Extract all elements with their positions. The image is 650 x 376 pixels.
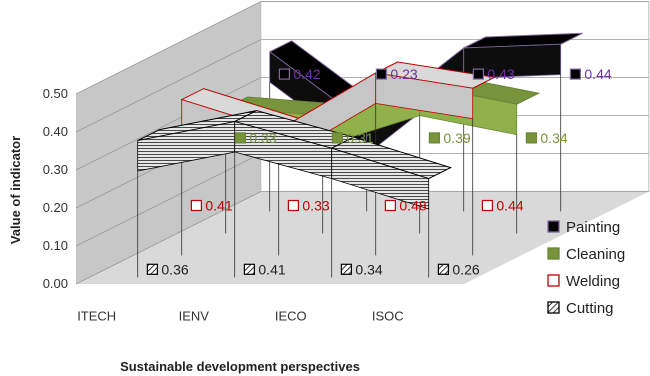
gridline xyxy=(75,1,649,95)
data-label: 0.43 xyxy=(487,66,514,82)
legend-label: Cutting xyxy=(566,300,614,317)
legend-swatch xyxy=(547,301,560,314)
data-label: 0.26 xyxy=(452,261,479,277)
value-marker xyxy=(472,68,484,80)
data-label: 0.42 xyxy=(293,66,320,82)
y-axis-title: Value of indicator xyxy=(8,136,23,244)
y-tick-label: 0.30 xyxy=(43,162,68,177)
y-tick-label: 0.50 xyxy=(43,86,68,101)
data-label: 0.34 xyxy=(355,261,382,277)
value-marker xyxy=(525,132,538,144)
x-tick-label: IECO xyxy=(275,309,307,324)
value-marker xyxy=(146,263,158,275)
data-label: 0.34 xyxy=(540,130,567,146)
value-marker xyxy=(243,263,255,275)
series-cutting xyxy=(137,110,453,278)
data-label: 0.31 xyxy=(346,130,373,146)
data-label: 0.33 xyxy=(249,130,276,146)
y-tick-label: 0.10 xyxy=(43,238,68,253)
y-tick-label: 0.40 xyxy=(43,124,68,139)
legend-item-cleaning: Cleaning xyxy=(547,246,625,263)
legend-item-painting: Painting xyxy=(547,219,620,236)
legend-swatch xyxy=(547,247,560,260)
data-label: 0.48 xyxy=(399,198,426,214)
value-marker xyxy=(190,199,202,212)
data-label: 0.23 xyxy=(390,66,417,82)
legend-item-cutting: Cutting xyxy=(547,300,614,317)
value-marker xyxy=(278,68,290,80)
x-tick-label: IENV xyxy=(179,309,210,324)
legend-label: Cleaning xyxy=(566,246,625,263)
value-marker xyxy=(569,68,582,80)
data-label: 0.41 xyxy=(258,261,285,277)
gridline xyxy=(75,77,649,171)
value-marker xyxy=(340,263,352,275)
x-axis-title: Sustainable development perspectives xyxy=(120,359,360,374)
value-marker xyxy=(384,199,396,212)
data-label: 0.39 xyxy=(443,130,470,146)
data-label: 0.33 xyxy=(302,198,329,214)
y-tick-label: 0.20 xyxy=(43,200,68,215)
data-label: 0.44 xyxy=(584,66,611,82)
legend-label: Welding xyxy=(566,273,620,290)
value-marker xyxy=(287,199,299,212)
data-label: 0.44 xyxy=(496,198,523,214)
floor xyxy=(76,191,649,284)
legend-swatch xyxy=(547,220,560,233)
data-label: 0.36 xyxy=(161,261,188,277)
legend-item-welding: Welding xyxy=(547,273,620,290)
value-marker xyxy=(428,132,440,144)
value-marker xyxy=(437,263,449,275)
value-marker xyxy=(331,132,343,144)
legend-label: Painting xyxy=(566,219,620,236)
data-label: 0.41 xyxy=(205,198,232,214)
x-tick-label: ISOC xyxy=(372,309,404,324)
value-marker xyxy=(234,132,246,144)
value-marker xyxy=(375,68,387,80)
x-tick-label: ITECH xyxy=(77,309,116,324)
legend-swatch xyxy=(547,274,560,287)
y-tick-label: 0.00 xyxy=(43,276,68,291)
value-marker xyxy=(481,199,493,212)
